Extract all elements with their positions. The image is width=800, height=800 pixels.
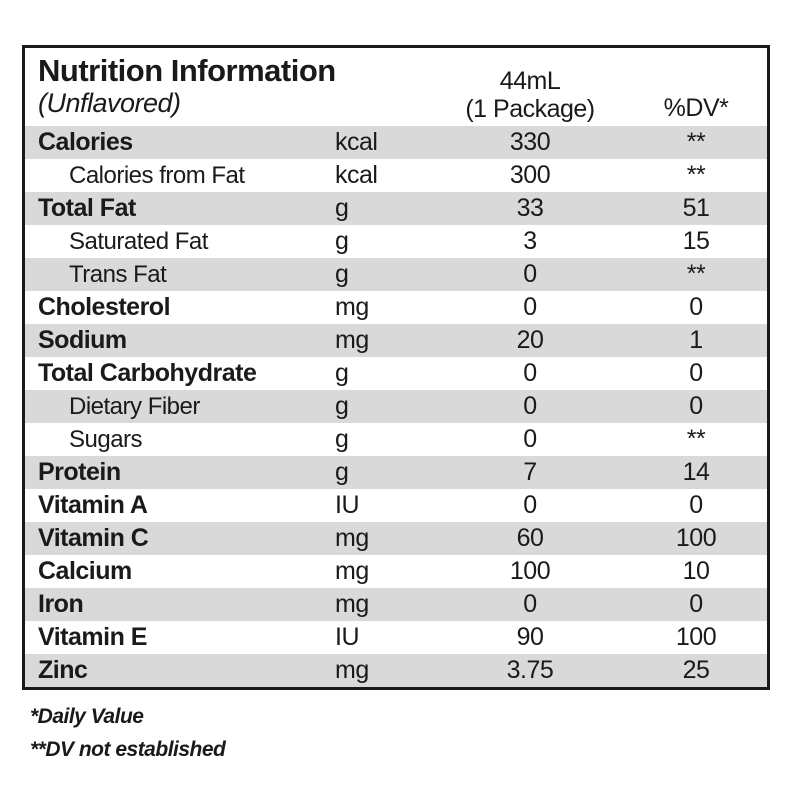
nutrient-amount: 0	[523, 359, 537, 387]
table-row: Calories from Fat kcal 300 **	[25, 159, 767, 192]
nutrient-amount: 0	[523, 392, 537, 420]
nutrient-label: Vitamin E	[38, 623, 147, 651]
nutrient-unit: g	[335, 260, 349, 288]
nutrient-unit: kcal	[335, 128, 378, 156]
nutrient-label: Total Carbohydrate	[38, 359, 257, 387]
table-row: Sodium mg 20 1	[25, 324, 767, 357]
nutrient-dv: 0	[689, 293, 703, 321]
title-block: Nutrition Information (Unflavored)	[25, 48, 435, 118]
nutrient-label: Calories from Fat	[69, 161, 245, 189]
nutrient-dv: 0	[689, 359, 703, 387]
nutrient-unit: mg	[335, 656, 369, 684]
nutrient-unit: mg	[335, 326, 369, 354]
nutrient-dv: **	[686, 260, 706, 288]
nutrient-amount: 7	[523, 458, 537, 486]
nutrient-label: Cholesterol	[38, 293, 171, 321]
table-row: Iron mg 0 0	[25, 588, 767, 621]
column-header-dv: %DV*	[663, 94, 729, 122]
nutrient-label: Iron	[38, 590, 84, 618]
nutrient-dv: **	[686, 128, 706, 156]
nutrient-amount: 0	[523, 260, 537, 288]
nutrient-unit: g	[335, 194, 349, 222]
table-row: Calcium mg 100 10	[25, 555, 767, 588]
table-row: Sugars g 0 **	[25, 423, 767, 456]
nutrient-unit: IU	[335, 491, 360, 519]
table-row: Zinc mg 3.75 25	[25, 654, 767, 687]
table-header: Nutrition Information (Unflavored) 44mL …	[25, 48, 767, 126]
nutrient-amount: 330	[509, 128, 551, 156]
footnote-dv-not-established: **DV not established	[30, 738, 226, 761]
nutrient-unit: mg	[335, 557, 369, 585]
nutrient-label: Calories	[38, 128, 133, 156]
nutrient-label: Calcium	[38, 557, 132, 585]
nutrient-unit: mg	[335, 293, 369, 321]
nutrient-unit: g	[335, 425, 349, 453]
table-body: Calories kcal 330 ** Calories from Fat k…	[25, 126, 767, 687]
table-row: Vitamin A IU 0 0	[25, 489, 767, 522]
nutrient-label: Sodium	[38, 326, 127, 354]
footnotes: *Daily Value **DV not established	[30, 700, 226, 766]
nutrient-amount: 0	[523, 590, 537, 618]
nutrient-label: Saturated Fat	[69, 227, 208, 255]
nutrient-dv: 1	[689, 326, 703, 354]
nutrient-dv: **	[686, 161, 706, 189]
nutrient-label: Zinc	[38, 656, 88, 684]
nutrient-amount: 20	[516, 326, 544, 354]
nutrient-amount: 90	[516, 623, 544, 651]
nutrient-unit: IU	[335, 623, 360, 651]
nutrition-table: Nutrition Information (Unflavored) 44mL …	[22, 45, 770, 690]
nutrient-dv: 10	[682, 557, 710, 585]
nutrient-amount: 300	[509, 161, 551, 189]
table-row: Vitamin C mg 60 100	[25, 522, 767, 555]
table-row: Dietary Fiber g 0 0	[25, 390, 767, 423]
nutrient-dv: 0	[689, 392, 703, 420]
table-row: Trans Fat g 0 **	[25, 258, 767, 291]
nutrient-unit: kcal	[335, 161, 378, 189]
nutrient-unit: g	[335, 392, 349, 420]
column-header-amount: 44mL (1 Package)	[435, 67, 625, 126]
nutrient-label: Dietary Fiber	[69, 392, 200, 420]
table-row: Cholesterol mg 0 0	[25, 291, 767, 324]
nutrient-label: Sugars	[69, 425, 143, 453]
nutrient-unit: g	[335, 359, 349, 387]
nutrient-amount: 33	[516, 194, 544, 222]
table-row: Total Carbohydrate g 0 0	[25, 357, 767, 390]
table-row: Vitamin E IU 90 100	[25, 621, 767, 654]
nutrient-amount: 3	[523, 227, 537, 255]
nutrient-label: Total Fat	[38, 194, 136, 222]
nutrient-dv: 14	[682, 458, 710, 486]
nutrient-amount: 60	[516, 524, 544, 552]
footnote-daily-value: *Daily Value	[30, 705, 144, 728]
nutrient-amount: 0	[523, 293, 537, 321]
nutrient-unit: g	[335, 227, 349, 255]
nutrient-dv: 25	[682, 656, 710, 684]
nutrient-amount: 0	[523, 491, 537, 519]
nutrient-dv: 100	[675, 623, 717, 651]
nutrient-dv: 0	[689, 491, 703, 519]
nutrient-dv: 0	[689, 590, 703, 618]
nutrient-unit: mg	[335, 524, 369, 552]
table-row: Saturated Fat g 3 15	[25, 225, 767, 258]
nutrient-amount: 0	[523, 425, 537, 453]
nutrient-dv: **	[686, 425, 706, 453]
nutrient-label: Vitamin A	[38, 491, 148, 519]
nutrient-amount: 3.75	[506, 656, 554, 684]
table-subtitle: (Unflavored)	[38, 87, 181, 118]
nutrient-dv: 100	[675, 524, 717, 552]
table-row: Total Fat g 33 51	[25, 192, 767, 225]
nutrient-amount: 100	[509, 557, 551, 585]
table-row: Protein g 7 14	[25, 456, 767, 489]
nutrient-unit: mg	[335, 590, 369, 618]
nutrient-dv: 15	[682, 227, 710, 255]
nutrient-label: Protein	[38, 458, 121, 486]
column-header-amount-serving: 44mL	[499, 67, 561, 95]
table-row: Calories kcal 330 **	[25, 126, 767, 159]
table-title: Nutrition Information	[38, 53, 336, 88]
nutrient-unit: g	[335, 458, 349, 486]
nutrient-label: Vitamin C	[38, 524, 149, 552]
column-header-amount-package: (1 Package)	[465, 95, 595, 123]
nutrient-dv: 51	[682, 194, 710, 222]
nutrient-label: Trans Fat	[69, 260, 167, 288]
